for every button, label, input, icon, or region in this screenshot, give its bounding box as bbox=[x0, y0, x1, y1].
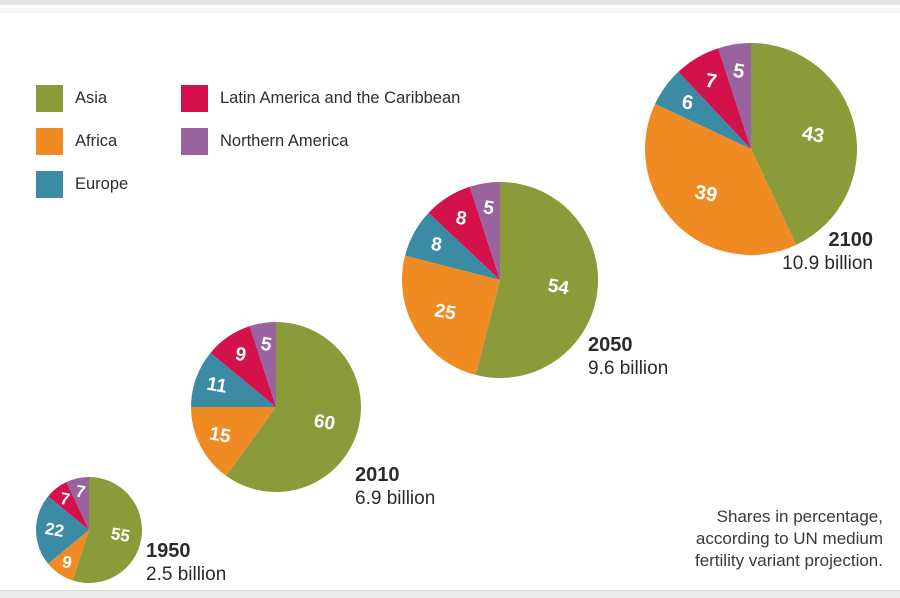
pie-slice-northam bbox=[66, 477, 89, 530]
slice-value-label: 15 bbox=[208, 423, 233, 447]
pie-slice-africa bbox=[48, 530, 89, 581]
legend-label-europe: Europe bbox=[75, 175, 129, 193]
legend-item-asia: Asia bbox=[36, 85, 107, 112]
pie-slice-latam bbox=[678, 48, 751, 149]
pie-label-2050: 2050 9.6 billion bbox=[588, 334, 668, 381]
slice-value-label: 9 bbox=[234, 344, 248, 367]
northam-swatch bbox=[181, 128, 208, 155]
pie-slice-europe bbox=[191, 352, 276, 407]
year-1950: 1950 bbox=[146, 540, 191, 562]
slice-value-label: 5 bbox=[259, 334, 273, 357]
slice-value-label: 43 bbox=[800, 122, 826, 148]
pie-slice-asia bbox=[72, 477, 142, 583]
pie-slice-northam bbox=[718, 43, 751, 149]
slice-value-label: 55 bbox=[109, 524, 131, 546]
pie-slice-europe bbox=[36, 496, 89, 564]
pie-chart-2100: 43 39 6 7 5 bbox=[644, 42, 858, 261]
legend-label-asia: Asia bbox=[75, 89, 108, 107]
footnote-line-3: fertility variant projection. bbox=[694, 551, 883, 570]
footnote: Shares in percentage, according to UN me… bbox=[695, 506, 883, 572]
pie-slice-africa bbox=[191, 407, 276, 476]
slice-value-label: 5 bbox=[482, 197, 496, 220]
population-1950: 2.5 billion bbox=[146, 564, 227, 585]
slice-value-label: 8 bbox=[429, 234, 443, 257]
pie-slice-asia bbox=[751, 43, 857, 245]
africa-swatch bbox=[36, 128, 63, 155]
pie-slice-europe bbox=[655, 71, 751, 149]
pie-slice-latam bbox=[48, 482, 89, 530]
pie-slice-northam bbox=[469, 182, 500, 280]
slice-value-label: 6 bbox=[680, 91, 695, 115]
legend-label-latam: Latin America and the Caribbean bbox=[220, 89, 461, 107]
slice-value-label: 25 bbox=[433, 300, 458, 324]
slice-value-label: 39 bbox=[693, 181, 719, 207]
legend-label-africa: Africa bbox=[75, 132, 118, 150]
legend-label-northam: Northern America bbox=[220, 132, 349, 150]
pie-slice-latam bbox=[210, 326, 276, 407]
pie-label-2010: 2010 6.9 billion bbox=[355, 464, 435, 511]
footnote-line-2: according to UN medium bbox=[695, 529, 883, 548]
europe-swatch bbox=[36, 171, 63, 198]
year-2010: 2010 bbox=[355, 464, 400, 486]
population-2100: 10.9 billion bbox=[782, 253, 873, 274]
slice-value-label: 22 bbox=[44, 519, 66, 541]
pie-slice-asia bbox=[226, 322, 361, 492]
legend-item-northam: Northern America bbox=[181, 128, 348, 155]
top-border-band-2 bbox=[0, 8, 900, 13]
pie-slice-africa bbox=[645, 103, 797, 255]
pie-slice-africa bbox=[402, 255, 500, 375]
pie-slice-latam bbox=[428, 186, 500, 280]
slice-value-label: 5 bbox=[731, 60, 746, 84]
bottom-border-band bbox=[0, 590, 900, 598]
slice-value-label: 11 bbox=[205, 374, 229, 398]
top-border-band bbox=[0, 0, 900, 5]
slice-value-label: 8 bbox=[454, 208, 468, 231]
pie-slice-europe bbox=[405, 212, 500, 280]
population-2050: 9.6 billion bbox=[588, 358, 669, 379]
slice-value-label: 60 bbox=[312, 411, 336, 435]
slice-value-label: 7 bbox=[704, 70, 719, 94]
footnote-line-1: Shares in percentage, bbox=[716, 507, 883, 526]
pie-label-1950: 1950 2.5 billion bbox=[146, 540, 226, 587]
legend-item-latam: Latin America and the Caribbean bbox=[181, 85, 460, 112]
pie-slice-northam bbox=[249, 322, 276, 407]
pie-chart-1950: 55 9 22 7 7 bbox=[35, 476, 143, 589]
year-2050: 2050 bbox=[588, 334, 633, 356]
slice-value-label: 7 bbox=[74, 482, 87, 502]
population-2010: 6.9 billion bbox=[355, 488, 436, 509]
slice-value-label: 9 bbox=[61, 552, 74, 572]
pie-slice-asia bbox=[475, 182, 598, 378]
pie-chart-2010: 60 15 11 9 5 bbox=[190, 321, 362, 498]
slice-value-label: 54 bbox=[546, 275, 571, 299]
latam-swatch bbox=[181, 85, 208, 112]
legend-item-europe: Europe bbox=[36, 171, 128, 198]
pie-chart-2050: 54 25 8 8 5 bbox=[401, 181, 599, 384]
year-2100: 2100 bbox=[828, 229, 874, 251]
legend-item-africa: Africa bbox=[36, 128, 117, 155]
asia-swatch bbox=[36, 85, 63, 112]
slice-value-label: 7 bbox=[59, 489, 72, 509]
pie-label-2100: 2100 10.9 billion bbox=[782, 229, 873, 276]
